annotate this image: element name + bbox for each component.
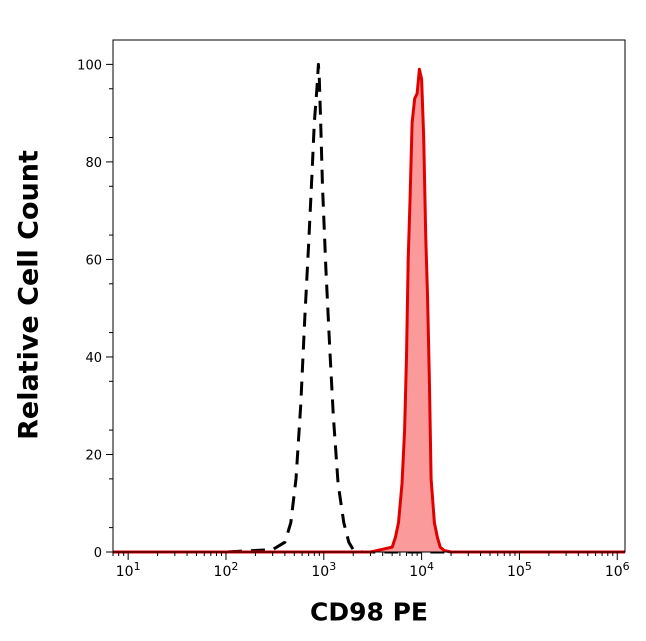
y-tick-label-80: 80 [85,156,102,171]
y-axis-label: Relative Cell Count [13,150,45,440]
series-1-line [113,67,625,554]
series-0-line [113,62,625,554]
x-tick-label-1: 102 [214,560,239,580]
series-1-fill [113,69,625,553]
y-tick-label-40: 40 [85,351,102,366]
y-tick-label-60: 60 [85,253,102,268]
x-tick-label-5: 106 [605,560,630,580]
series-layer [113,62,625,554]
x-tick-label-0: 101 [116,560,141,580]
y-tick-label-0: 0 [94,546,102,561]
axis-layer: 0 20 40 60 80 100 101 102 103 104 105 106 [77,58,629,580]
x-tick-label-4: 105 [507,560,532,580]
x-tick-label-2: 103 [311,560,336,580]
y-tick-label-20: 20 [85,448,102,463]
x-axis-label: CD98 PE [310,597,428,627]
x-tick-label-3: 104 [409,560,434,580]
plot-frame [112,39,626,553]
y-tick-label-100: 100 [77,58,102,73]
